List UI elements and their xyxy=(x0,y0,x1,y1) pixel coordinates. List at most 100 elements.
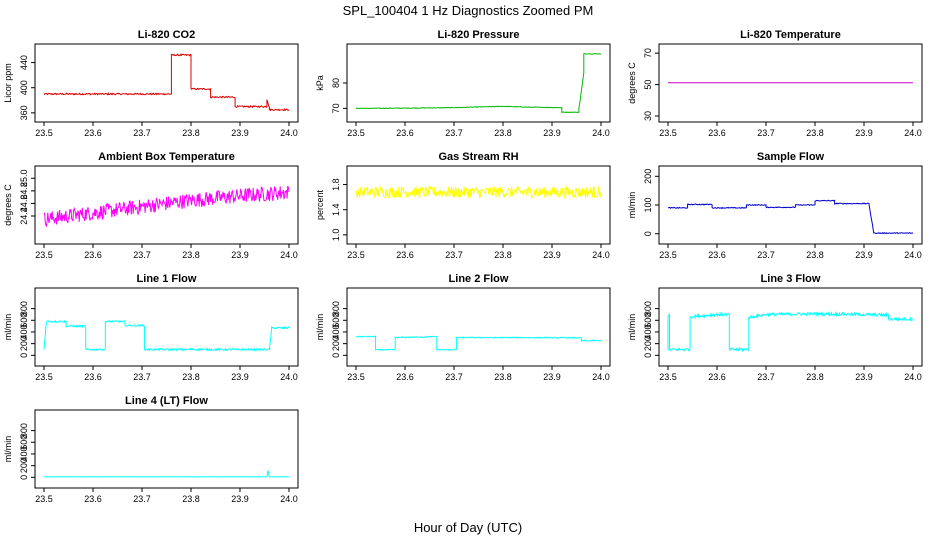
panel-8-xtick-label-4: 23.9 xyxy=(543,372,561,382)
panel-9-xtick-label-1: 23.6 xyxy=(708,372,726,382)
panel-4-ytick-label-2: 24.8 xyxy=(19,182,29,200)
panel-7-xtick-label-1: 23.6 xyxy=(84,372,102,382)
panel-5-xtick-label-0: 23.5 xyxy=(347,250,365,260)
panel-7-xtick-label-4: 23.9 xyxy=(231,372,249,382)
panel-9-ytick-label-0: 0 xyxy=(643,353,653,358)
panel-9-title: Line 3 Flow xyxy=(761,273,821,285)
panel-2-xtick-label-3: 23.8 xyxy=(494,128,512,138)
panel-5-title: Gas Stream RH xyxy=(438,151,518,163)
panel-5-xtick-label-2: 23.7 xyxy=(445,250,463,260)
panel-7-title: Line 1 Flow xyxy=(137,273,197,285)
figure-xlabel: Hour of Day (UTC) xyxy=(414,520,522,535)
panel-5-xtick-label-4: 23.9 xyxy=(543,250,561,260)
panel-3-xtick-label-2: 23.7 xyxy=(757,128,775,138)
panel-2-series-line xyxy=(355,53,602,114)
panel-4-series-line xyxy=(43,185,290,228)
panel-10: Line 4 (LT) Flow ml/min 23.5 23.6 23.7 23.8 23… xyxy=(3,395,299,504)
panel-6: Sample Flow ml/min 23.5 23.6 23.7 23.8 23.9 24.… xyxy=(627,151,923,260)
panel-2-title: Li-820 Pressure xyxy=(438,29,520,41)
panel-10-ytick-label-0: 0 xyxy=(19,475,29,480)
panel-8-xtick-label-2: 23.7 xyxy=(445,372,463,382)
panel-10-xtick-label-0: 23.5 xyxy=(35,494,53,504)
panel-5-ylabel: percent xyxy=(315,189,325,220)
panel-1-xtick-label-5: 24.0 xyxy=(280,128,298,138)
panel-4-xtick-label-0: 23.5 xyxy=(35,250,53,260)
panel-4-frame xyxy=(34,165,299,245)
panel-8-ytick-label-2: 400 xyxy=(331,324,341,339)
panel-2-xtick-label-1: 23.6 xyxy=(396,128,414,138)
panel-1-title: Li-820 CO2 xyxy=(138,29,195,41)
panel-3-title: Li-820 Temperature xyxy=(740,29,841,41)
panel-10-ytick-label-2: 400 xyxy=(19,446,29,461)
panel-10-ytick-label-4: 800 xyxy=(19,423,29,438)
panel-3-ytick-label-2: 70 xyxy=(643,48,653,58)
panel-8-frame xyxy=(346,287,611,367)
panel-6-xtick-label-5: 24.0 xyxy=(904,250,922,260)
panel-2-ytick-label-1: 80 xyxy=(331,78,341,88)
panel-7-xtick-label-3: 23.8 xyxy=(182,372,200,382)
panel-3-frame xyxy=(658,43,923,123)
panel-9-ytick-label-2: 400 xyxy=(643,324,653,339)
panel-7-frame xyxy=(34,287,299,367)
panel-7-ytick-label-4: 800 xyxy=(19,301,29,316)
panel-4: Ambient Box Temperature degrees C 23.5 23.6… xyxy=(3,151,299,260)
panel-7-xtick-label-5: 24.0 xyxy=(280,372,298,382)
panel-1-frame xyxy=(34,43,299,123)
panel-5-xtick-label-3: 23.8 xyxy=(494,250,512,260)
panel-8: Line 2 Flow ml/min 23.5 23.6 23.7 23.8 23.9 24.… xyxy=(315,273,611,382)
panel-1-xtick-label-1: 23.6 xyxy=(84,128,102,138)
panel-9-xtick-label-4: 23.9 xyxy=(855,372,873,382)
panel-5: Gas Stream RH percent 23.5 23.6 23.7 23.8 23.9… xyxy=(315,151,611,260)
panel-4-xtick-label-4: 23.9 xyxy=(231,250,249,260)
panel-8-ytick-label-4: 800 xyxy=(331,301,341,316)
panel-10-ytick-label-3: 600 xyxy=(19,435,29,450)
panel-6-ylabel: ml/min xyxy=(627,192,637,219)
panel-5-xtick-label-1: 23.6 xyxy=(396,250,414,260)
panel-5-series-line xyxy=(355,185,602,200)
panel-4-title: Ambient Box Temperature xyxy=(98,151,235,163)
panel-2-ytick-label-0: 70 xyxy=(331,103,341,113)
panel-9-xtick-label-0: 23.5 xyxy=(659,372,677,382)
panel-10-ytick-label-1: 200 xyxy=(19,458,29,473)
panel-6-series-line xyxy=(668,199,914,235)
panel-1-xtick-label-2: 23.7 xyxy=(133,128,151,138)
panel-6-ytick-label-2: 200 xyxy=(643,169,653,184)
panel-2-xtick-label-2: 23.7 xyxy=(445,128,463,138)
panel-4-xtick-label-5: 24.0 xyxy=(280,250,298,260)
panel-5-ytick-label-0: 1.0 xyxy=(331,229,341,242)
panel-7-ytick-label-3: 600 xyxy=(19,313,29,328)
panel-4-xtick-label-1: 23.6 xyxy=(84,250,102,260)
panel-6-xtick-label-2: 23.7 xyxy=(757,250,775,260)
panel-2-xtick-label-4: 23.9 xyxy=(543,128,561,138)
panel-8-ytick-label-1: 200 xyxy=(331,336,341,351)
panel-8-xtick-label-3: 23.8 xyxy=(494,372,512,382)
panel-5-xtick-label-5: 24.0 xyxy=(592,250,610,260)
panel-7-ytick-label-2: 400 xyxy=(19,324,29,339)
panel-3-ytick-label-1: 50 xyxy=(643,80,653,90)
panel-4-ytick-label-1: 24.6 xyxy=(19,195,29,213)
panel-1-xtick-label-3: 23.8 xyxy=(182,128,200,138)
panel-3-ytick-label-0: 30 xyxy=(643,111,653,121)
panel-1: Li-820 CO2 Licor ppm 23.5 23.6 23.7 23.8 23.9 2… xyxy=(3,29,299,138)
panel-7-ytick-label-1: 200 xyxy=(19,336,29,351)
panel-6-xtick-label-4: 23.9 xyxy=(855,250,873,260)
panel-1-xtick-label-0: 23.5 xyxy=(35,128,53,138)
panel-5-frame xyxy=(346,165,611,245)
panel-4-ytick-label-0: 24.4 xyxy=(19,207,29,225)
panel-3-xtick-label-1: 23.6 xyxy=(708,128,726,138)
panel-1-xtick-label-4: 23.9 xyxy=(231,128,249,138)
panel-6-ytick-label-0: 0 xyxy=(643,231,653,236)
panel-3: Li-820 Temperature degrees C 23.5 23.6 23.7 2… xyxy=(627,29,923,138)
panel-2-ylabel: kPa xyxy=(315,75,325,91)
panel-7-ytick-label-0: 0 xyxy=(19,353,29,358)
panel-9-xtick-label-2: 23.7 xyxy=(757,372,775,382)
panel-6-xtick-label-0: 23.5 xyxy=(659,250,677,260)
panel-1-ylabel: Licor ppm xyxy=(3,63,13,103)
panel-8-ytick-label-0: 0 xyxy=(331,353,341,358)
figure-title: SPL_100404 1 Hz Diagnostics Zoomed PM xyxy=(343,3,594,18)
panel-9-frame xyxy=(658,287,923,367)
panel-8-ylabel: ml/min xyxy=(315,314,325,341)
panel-10-frame xyxy=(34,409,299,489)
panel-9-ylabel: ml/min xyxy=(627,314,637,341)
